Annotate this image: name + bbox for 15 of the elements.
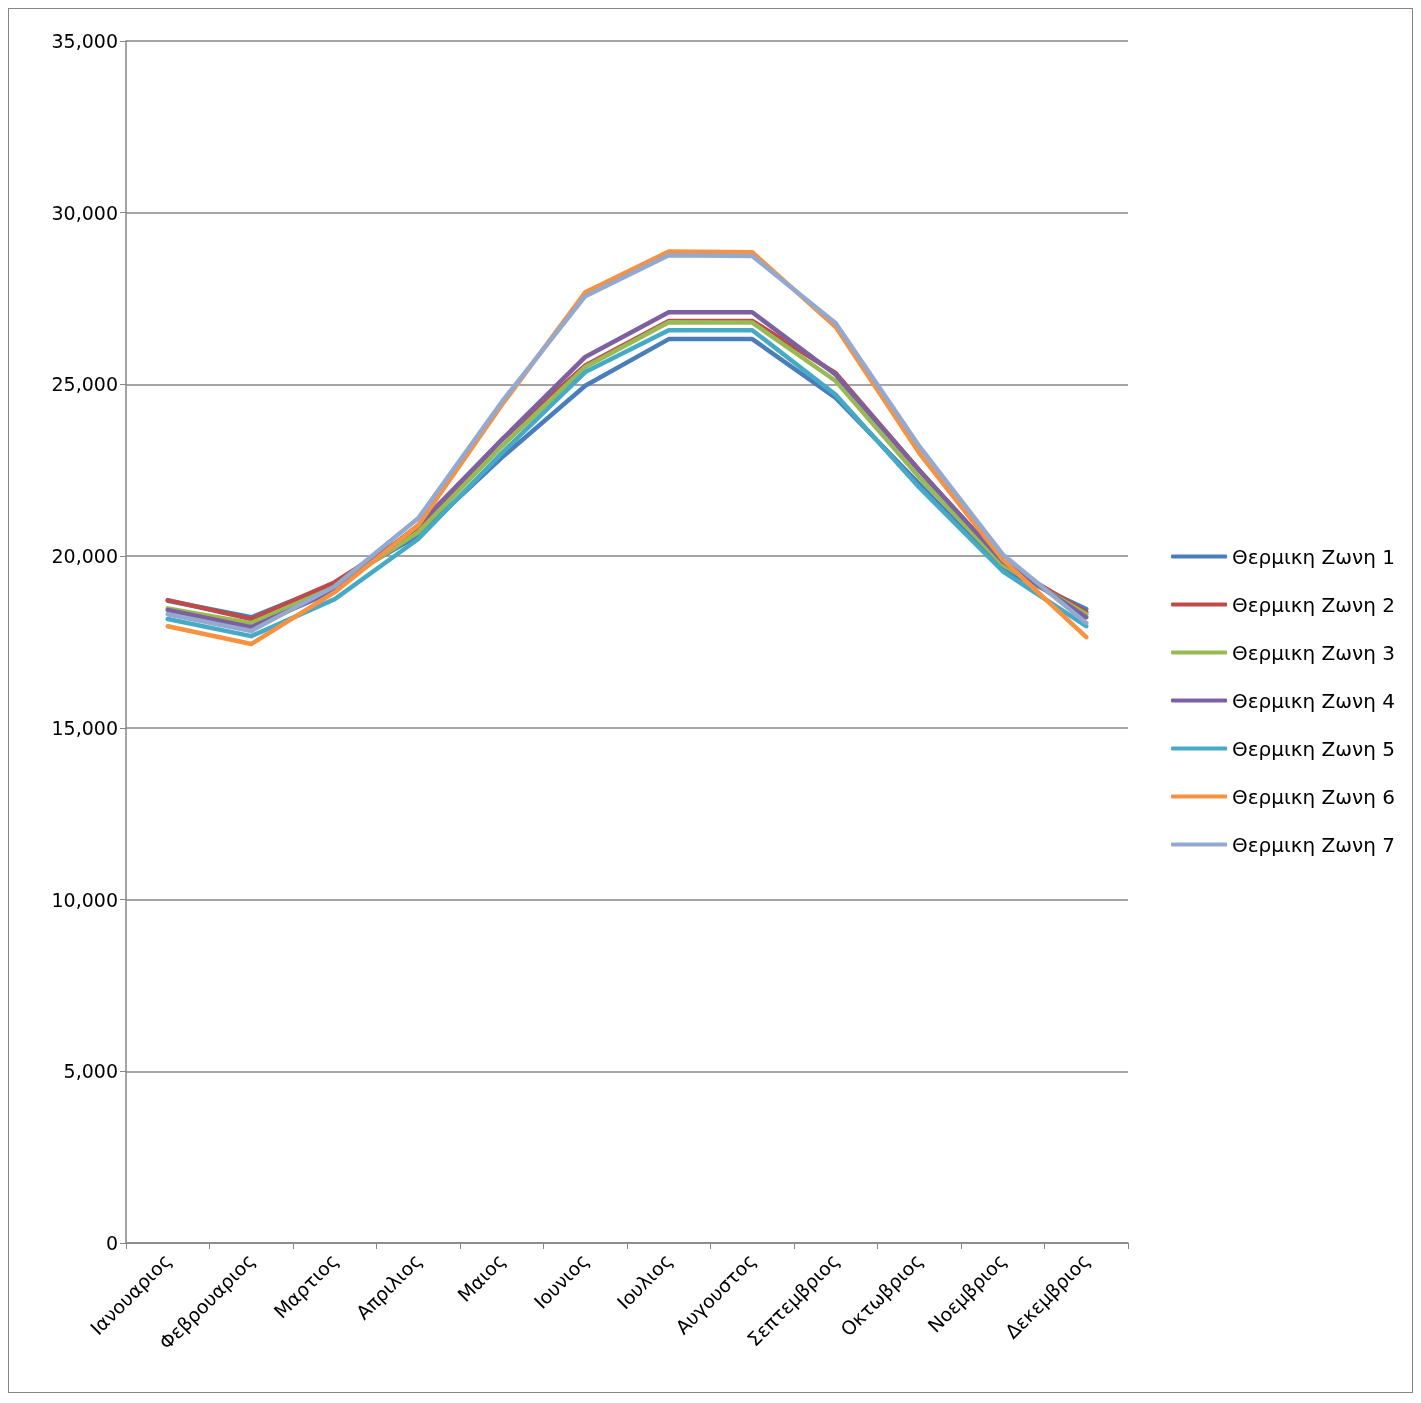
y-tick-label: 10,000 xyxy=(51,888,118,911)
y-tick-label: 25,000 xyxy=(51,373,118,396)
y-tick-label: 35,000 xyxy=(51,30,118,52)
legend-label: Θερμικη Ζωνη 1 xyxy=(1232,544,1396,569)
legend-label: Θερμικη Ζωνη 3 xyxy=(1232,640,1396,665)
legend-label: Θερμικη Ζωνη 4 xyxy=(1232,688,1396,713)
y-tick-label: 15,000 xyxy=(51,716,118,739)
legend-label: Θερμικη Ζωνη 5 xyxy=(1232,736,1396,761)
legend-label: Θερμικη Ζωνη 7 xyxy=(1232,832,1396,857)
y-tick-label: 0 xyxy=(105,1232,118,1254)
y-tick-label: 5,000 xyxy=(63,1060,118,1083)
legend-label: Θερμικη Ζωνη 6 xyxy=(1232,784,1396,809)
y-tick-label: 30,000 xyxy=(51,201,118,224)
y-tick-label: 20,000 xyxy=(51,545,118,568)
legend-label: Θερμικη Ζωνη 2 xyxy=(1232,592,1396,617)
